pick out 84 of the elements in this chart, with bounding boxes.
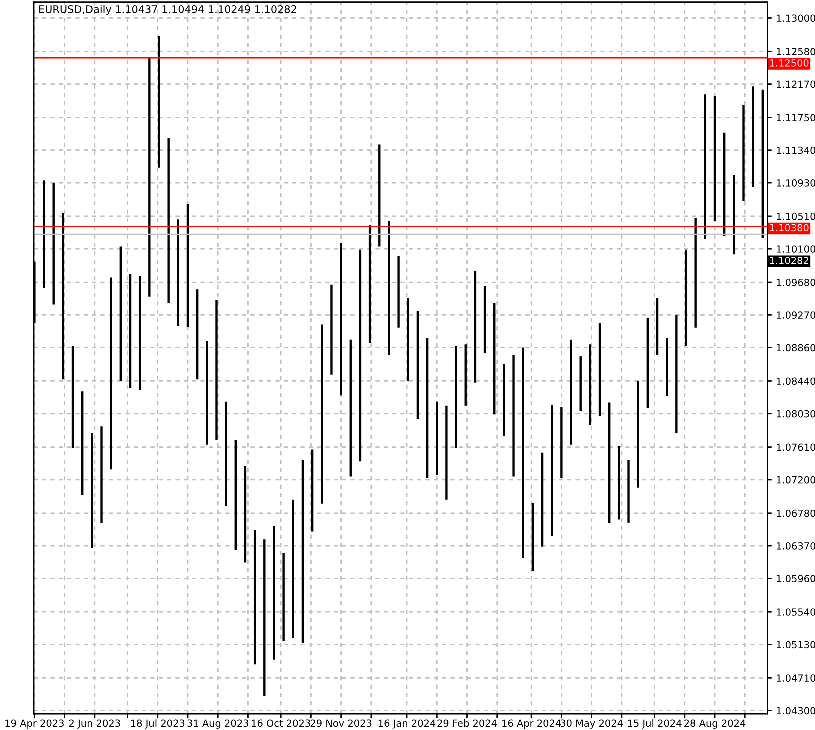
bar xyxy=(503,364,506,436)
bar xyxy=(646,318,650,408)
bar xyxy=(704,94,707,240)
bar xyxy=(264,540,266,696)
bar xyxy=(100,426,103,523)
bar xyxy=(416,311,420,420)
bar xyxy=(302,460,304,644)
ref-line-label: 1.10282 xyxy=(770,257,808,264)
bar xyxy=(148,57,151,297)
bar xyxy=(666,338,668,396)
x-tick-label: 28 Aug 2024 xyxy=(684,720,746,729)
bar xyxy=(91,432,94,548)
x-tick-label: 19 Apr 2023 xyxy=(6,720,64,729)
bar xyxy=(168,138,170,304)
bar xyxy=(446,406,448,500)
bar xyxy=(436,402,438,476)
bar xyxy=(321,324,324,504)
bar xyxy=(676,315,678,433)
bar xyxy=(330,284,333,375)
x-tick-label: 16 Oct 2023 xyxy=(252,720,310,728)
bar xyxy=(398,256,400,328)
bar xyxy=(72,346,74,448)
bar xyxy=(43,180,46,288)
bar xyxy=(560,408,563,478)
bar xyxy=(158,36,160,168)
x-tick-label: 29 Nov 2023 xyxy=(310,720,372,728)
bar xyxy=(512,354,515,477)
bar xyxy=(196,290,199,380)
bar xyxy=(82,392,84,496)
bar xyxy=(714,96,716,222)
bar xyxy=(628,460,630,523)
bar xyxy=(474,271,477,383)
bar xyxy=(426,338,429,478)
x-tick-label: 30 May 2024 xyxy=(560,720,623,729)
bar xyxy=(570,340,572,445)
bar xyxy=(129,274,132,388)
bar xyxy=(110,278,112,470)
bar xyxy=(656,298,659,355)
bar xyxy=(206,341,208,445)
x-tick-label: 31 Aug 2023 xyxy=(188,720,248,729)
x-tick-label: 2 Jun 2023 xyxy=(69,720,120,729)
bar xyxy=(120,246,122,382)
bar xyxy=(608,402,611,523)
bar xyxy=(752,86,754,187)
bar xyxy=(292,500,294,638)
bar xyxy=(618,446,620,520)
bar xyxy=(311,450,314,532)
bar xyxy=(598,323,602,416)
bar xyxy=(580,356,582,412)
bar xyxy=(388,221,390,355)
bar xyxy=(359,250,362,462)
bar xyxy=(244,466,247,563)
bar xyxy=(551,405,554,536)
bar xyxy=(694,218,697,328)
x-tick-label: 16 Jan 2024 xyxy=(378,720,436,729)
bar xyxy=(455,346,458,448)
bar xyxy=(340,244,342,396)
bar xyxy=(138,276,142,390)
bar xyxy=(742,104,745,202)
ref-line-label: 1.12500 xyxy=(770,59,809,67)
bar xyxy=(494,303,496,415)
bar xyxy=(234,440,237,550)
bar xyxy=(273,526,276,660)
chart-title: EURUSD,Daily 1.10437 1.10494 1.10249 1.10282 xyxy=(40,5,296,16)
bar xyxy=(407,298,410,382)
x-tick-label: 15 Jul 2024 xyxy=(628,720,682,729)
bar xyxy=(350,340,352,477)
bar xyxy=(589,344,592,426)
bar xyxy=(484,286,486,354)
bar xyxy=(225,402,228,506)
bar xyxy=(733,175,736,255)
x-tick-label: 18 Jul 2023 xyxy=(131,720,185,729)
bar xyxy=(637,381,640,488)
ref-line-label: 1.10380 xyxy=(770,224,809,232)
bar xyxy=(216,300,218,440)
bar xyxy=(254,530,256,665)
bar xyxy=(685,250,688,346)
bar xyxy=(282,553,285,642)
bar xyxy=(522,348,524,558)
x-tick-label: 29 Feb 2024 xyxy=(438,720,497,728)
x-tick-label: 16 Apr 2024 xyxy=(502,720,562,729)
bar xyxy=(541,452,544,547)
bar xyxy=(532,503,534,572)
bar xyxy=(464,344,467,406)
